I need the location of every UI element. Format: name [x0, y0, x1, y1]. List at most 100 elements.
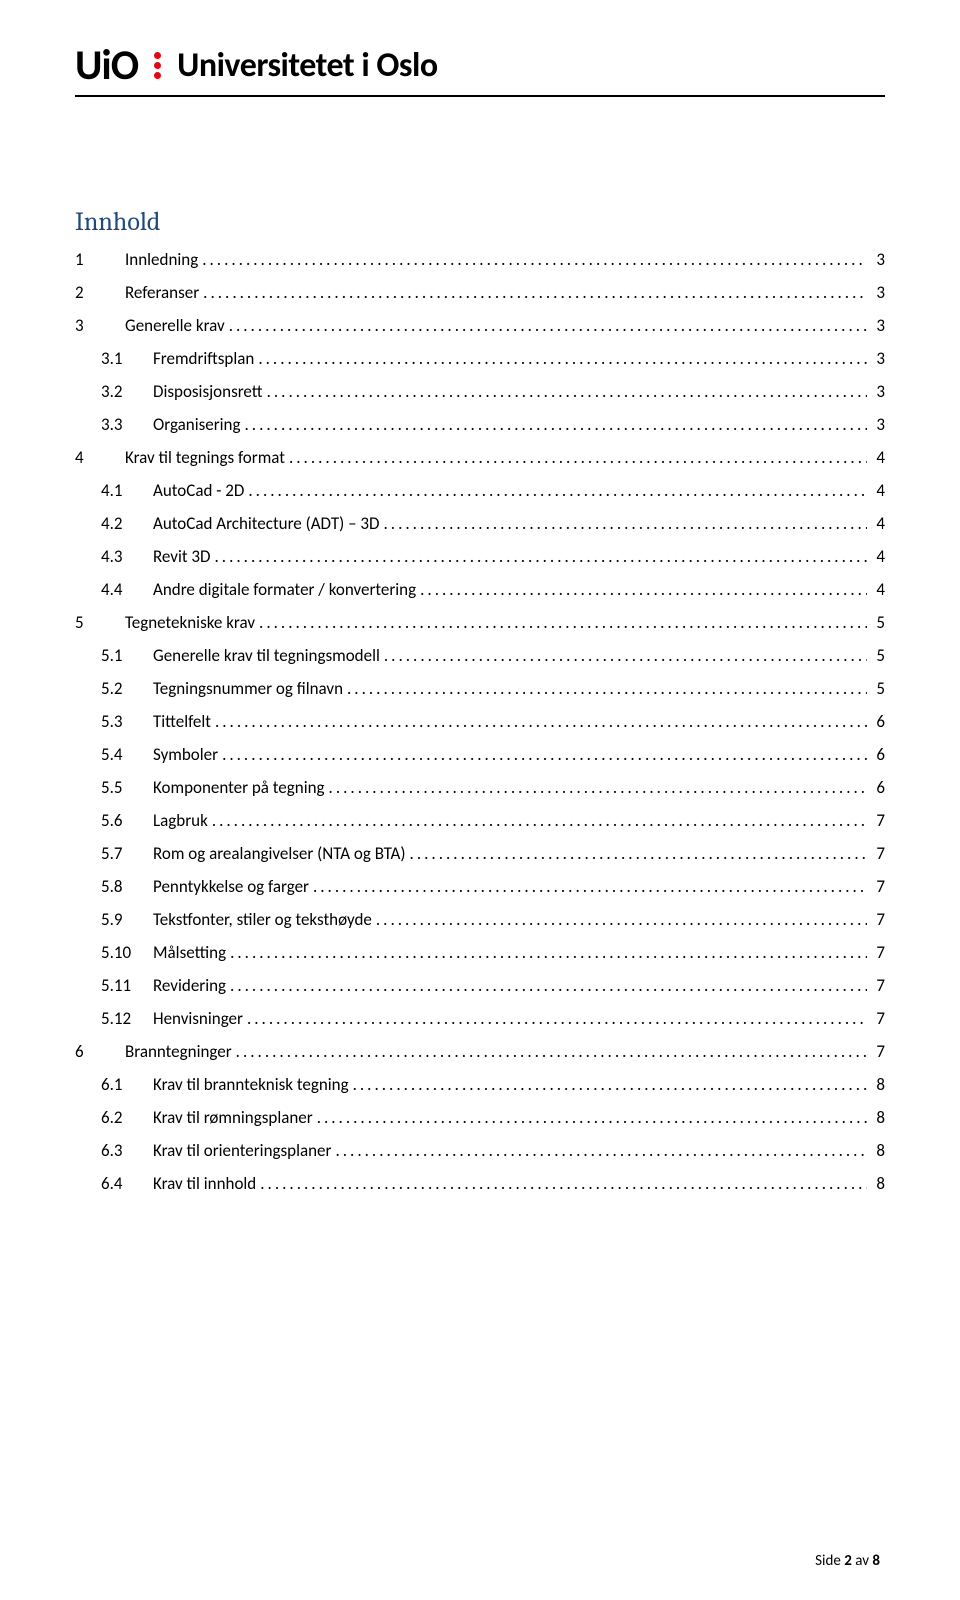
toc-leader: [259, 612, 867, 633]
toc-entry-page: 3: [871, 348, 885, 369]
toc-entry[interactable]: 5.1Generelle krav til tegningsmodell5: [75, 645, 885, 666]
toc-entry-number: 6: [75, 1041, 125, 1062]
toc-entry-number: 5.12: [101, 1008, 153, 1029]
toc-leader: [215, 546, 868, 567]
toc-entry-number: 5: [75, 612, 125, 633]
toc-entry-page: 3: [871, 414, 885, 435]
toc-entry[interactable]: 4.1AutoCad - 2D4: [75, 480, 885, 501]
toc-entry-text: Symboler: [153, 744, 218, 765]
toc-entry[interactable]: 5.3Tittelfelt 6: [75, 711, 885, 732]
toc-entry-text: Krav til brannteknisk tegning: [153, 1074, 349, 1095]
toc-entry[interactable]: 5.5Komponenter på tegning 6: [75, 777, 885, 798]
toc-entry[interactable]: 3.1Fremdriftsplan3: [75, 348, 885, 369]
toc-entry-text: Komponenter på tegning: [153, 777, 325, 798]
toc-entry-page: 5: [871, 612, 885, 633]
toc-leader: [202, 249, 867, 270]
toc-entry-text: Krav til rømningsplaner: [153, 1107, 313, 1128]
footer-sep: av: [855, 1552, 869, 1570]
toc-entry-page: 3: [871, 381, 885, 402]
toc-entry[interactable]: 5.8Penntykkelse og farger7: [75, 876, 885, 897]
toc-entry[interactable]: 5.7Rom og arealangivelser (NTA og BTA)7: [75, 843, 885, 864]
toc-entry-number: 5.6: [101, 810, 153, 831]
toc-entry-page: 8: [871, 1107, 885, 1128]
toc-entry-text: Disposisjonsrett: [153, 381, 263, 402]
toc-entry[interactable]: 2Referanser3: [75, 282, 885, 303]
toc-entry[interactable]: 4.3Revit 3D4: [75, 546, 885, 567]
toc-entry[interactable]: 3.2Disposisjonsrett3: [75, 381, 885, 402]
toc-entry-number: 5.3: [101, 711, 153, 732]
toc-entry-page: 3: [871, 282, 885, 303]
toc-entry-page: 4: [871, 579, 885, 600]
toc-entry-number: 3: [75, 315, 125, 336]
toc-entry[interactable]: 6.3Krav til orienteringsplaner8: [75, 1140, 885, 1161]
toc-entry[interactable]: 5.6Lagbruk7: [75, 810, 885, 831]
toc-entry-text: AutoCad Architecture (ADT) – 3D: [153, 513, 380, 534]
toc-leader: [230, 942, 867, 963]
toc-entry-page: 7: [871, 909, 885, 930]
toc-entry[interactable]: 5.11Revidering7: [75, 975, 885, 996]
toc-leader: [258, 348, 867, 369]
toc-entry[interactable]: 5Tegnetekniske krav5: [75, 612, 885, 633]
toc-entry-number: 4.1: [101, 480, 153, 501]
toc-entry[interactable]: 6.1Krav til brannteknisk tegning8: [75, 1074, 885, 1095]
toc-entry[interactable]: 4.4Andre digitale formater / konverterin…: [75, 579, 885, 600]
toc-entry-number: 5.5: [101, 777, 153, 798]
toc-entry[interactable]: 3Generelle krav3: [75, 315, 885, 336]
toc-entry[interactable]: 6Branntegninger7: [75, 1041, 885, 1062]
toc-leader: [212, 810, 867, 831]
toc-entry-text: Rom og arealangivelser (NTA og BTA): [153, 843, 406, 864]
toc-leader: [260, 1173, 867, 1194]
footer-label: Side: [815, 1552, 841, 1570]
toc-entry-page: 3: [871, 249, 885, 270]
toc-leader: [215, 711, 867, 732]
toc-leader: [230, 975, 867, 996]
toc-entry-text: Tegnetekniske krav: [125, 612, 255, 633]
toc-entry-text: Generelle krav til tegningsmodell: [153, 645, 380, 666]
toc-leader: [313, 876, 867, 897]
institution-name: Universitetet i Oslo: [177, 45, 437, 86]
toc-entry-page: 7: [871, 975, 885, 996]
header-rule: [75, 95, 885, 97]
toc-entry[interactable]: 4.2AutoCad Architecture (ADT) – 3D4: [75, 513, 885, 534]
toc-leader: [229, 315, 867, 336]
toc-entry-text: Krav til orienteringsplaner: [153, 1140, 331, 1161]
toc-entry[interactable]: 3.3Organisering3: [75, 414, 885, 435]
toc-entry-text: Henvisninger: [153, 1008, 243, 1029]
toc-entry-number: 5.4: [101, 744, 153, 765]
table-of-contents: 1Innledning32Referanser33Generelle krav3…: [75, 249, 885, 1194]
toc-entry[interactable]: 5.9Tekstfonter, stiler og teksthøyde 7: [75, 909, 885, 930]
toc-leader: [248, 480, 867, 501]
toc-entry[interactable]: 1Innledning3: [75, 249, 885, 270]
toc-entry[interactable]: 6.2Krav til rømningsplaner8: [75, 1107, 885, 1128]
toc-entry[interactable]: 6.4Krav til innhold8: [75, 1173, 885, 1194]
toc-entry[interactable]: 5.2Tegningsnummer og filnavn5: [75, 678, 885, 699]
toc-entry[interactable]: 5.12Henvisninger7: [75, 1008, 885, 1029]
toc-entry-number: 6.1: [101, 1074, 153, 1095]
toc-leader: [353, 1074, 867, 1095]
toc-entry-page: 6: [871, 777, 885, 798]
toc-entry-number: 5.9: [101, 909, 153, 930]
toc-entry-page: 4: [871, 513, 885, 534]
toc-entry-page: 4: [871, 447, 885, 468]
toc-entry[interactable]: 4Krav til tegnings format4: [75, 447, 885, 468]
toc-entry-number: 6.4: [101, 1173, 153, 1194]
logo-text: UiO: [75, 40, 138, 91]
toc-leader: [203, 282, 867, 303]
toc-entry[interactable]: 5.10Målsetting7: [75, 942, 885, 963]
toc-leader: [236, 1041, 867, 1062]
toc-entry-number: 5.2: [101, 678, 153, 699]
toc-entry[interactable]: 5.4Symboler6: [75, 744, 885, 765]
toc-entry-page: 7: [871, 810, 885, 831]
toc-entry-page: 7: [871, 876, 885, 897]
toc-entry-text: Referanser: [125, 282, 199, 303]
toc-entry-page: 8: [871, 1140, 885, 1161]
toc-entry-page: 7: [871, 942, 885, 963]
toc-leader: [347, 678, 867, 699]
toc-entry-page: 5: [871, 645, 885, 666]
toc-entry-page: 4: [871, 546, 885, 567]
toc-entry-text: Tekstfonter, stiler og teksthøyde: [153, 909, 372, 930]
toc-entry-page: 6: [871, 711, 885, 732]
toc-entry-text: Tittelfelt: [153, 711, 211, 732]
toc-entry-page: 7: [871, 843, 885, 864]
toc-entry-text: Branntegninger: [125, 1041, 232, 1062]
